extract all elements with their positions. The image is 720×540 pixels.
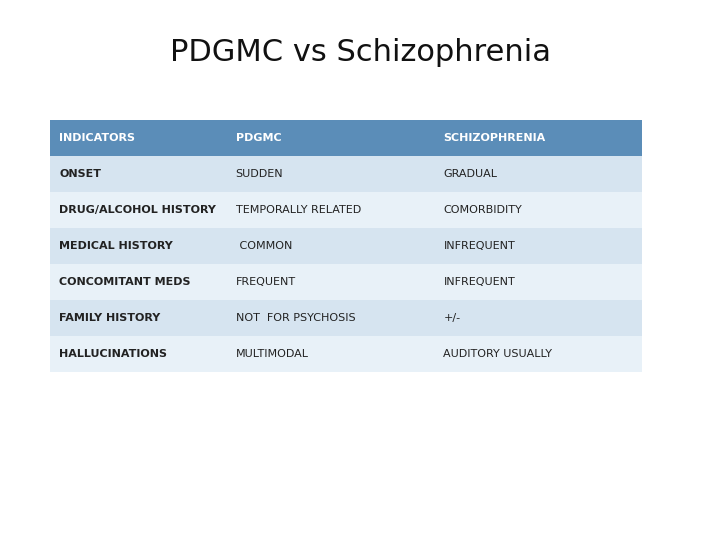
Text: PDGMC vs Schizophrenia: PDGMC vs Schizophrenia [169, 38, 551, 67]
Bar [227, 336, 434, 372]
Text: CONCOMITANT MEDS: CONCOMITANT MEDS [59, 277, 191, 287]
Text: COMORBIDITY: COMORBIDITY [444, 205, 522, 215]
Text: SCHIZOPHRENIA: SCHIZOPHRENIA [444, 133, 546, 143]
Bar [434, 264, 642, 300]
Bar [50, 300, 227, 336]
Bar [227, 228, 434, 264]
Text: TEMPORALLY RELATED: TEMPORALLY RELATED [235, 205, 361, 215]
Text: ONSET: ONSET [59, 169, 101, 179]
Text: INFREQUENT: INFREQUENT [444, 277, 515, 287]
Text: AUDITORY USUALLY: AUDITORY USUALLY [444, 349, 552, 359]
Text: PDGMC: PDGMC [235, 133, 282, 143]
Text: MEDICAL HISTORY: MEDICAL HISTORY [59, 241, 173, 251]
Bar [50, 120, 227, 156]
Bar [434, 300, 642, 336]
Bar [434, 228, 642, 264]
Text: NOT  FOR PSYCHOSIS: NOT FOR PSYCHOSIS [235, 313, 356, 323]
Text: FREQUENT: FREQUENT [235, 277, 296, 287]
Bar [434, 120, 642, 156]
Bar [434, 192, 642, 228]
Bar [434, 156, 642, 192]
Text: INFREQUENT: INFREQUENT [444, 241, 515, 251]
Text: MULTIMODAL: MULTIMODAL [235, 349, 309, 359]
Text: DRUG/ALCOHOL HISTORY: DRUG/ALCOHOL HISTORY [59, 205, 216, 215]
Text: HALLUCINATIONS: HALLUCINATIONS [59, 349, 167, 359]
Bar [50, 336, 227, 372]
Bar [227, 300, 434, 336]
Bar [227, 156, 434, 192]
Bar [434, 336, 642, 372]
Bar [227, 120, 434, 156]
Bar [227, 192, 434, 228]
Text: COMMON: COMMON [235, 241, 292, 251]
Bar [227, 264, 434, 300]
Bar [50, 228, 227, 264]
Text: +/-: +/- [444, 313, 461, 323]
Bar [50, 192, 227, 228]
Text: SUDDEN: SUDDEN [235, 169, 284, 179]
Text: INDICATORS: INDICATORS [59, 133, 135, 143]
Bar [50, 264, 227, 300]
Text: GRADUAL: GRADUAL [444, 169, 498, 179]
Text: FAMILY HISTORY: FAMILY HISTORY [59, 313, 161, 323]
Bar [50, 156, 227, 192]
